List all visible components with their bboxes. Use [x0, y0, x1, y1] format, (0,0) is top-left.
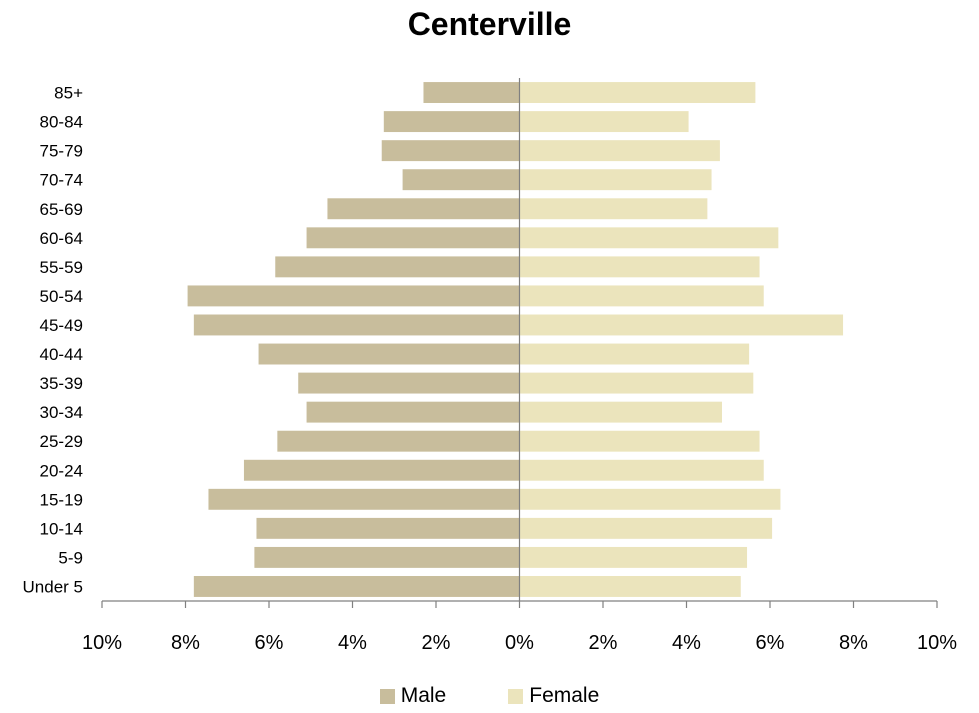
bar-male — [306, 401, 520, 423]
bar-female — [519, 372, 754, 394]
category-label: 75-79 — [40, 142, 83, 161]
category-label: 70-74 — [40, 171, 83, 190]
category-label: 30-34 — [40, 403, 83, 422]
category-label: 15-19 — [40, 490, 83, 509]
bar-female — [519, 576, 741, 597]
legend-label-male: Male — [400, 684, 447, 707]
x-tick-label: 2% — [589, 632, 618, 654]
x-tick-label: 4% — [672, 632, 701, 654]
category-label: 20-24 — [40, 461, 83, 480]
bar-female — [519, 430, 760, 452]
x-tick-label: 8% — [171, 632, 200, 654]
category-label: Under 5 — [23, 577, 83, 596]
legend-item-male: Male — [379, 684, 447, 708]
bar-female — [519, 82, 756, 103]
category-label: 60-64 — [40, 229, 83, 248]
bar-male — [208, 488, 520, 510]
bar-female — [519, 314, 844, 336]
bar-male — [381, 140, 520, 162]
x-tick-label: 6% — [255, 632, 284, 654]
legend-swatch-male — [379, 688, 395, 704]
category-label: 85+ — [54, 84, 83, 103]
bar-female — [519, 285, 764, 307]
category-label: 5-9 — [58, 548, 83, 567]
x-tick-label: 10% — [917, 632, 957, 654]
x-tick-label: 0% — [505, 632, 534, 654]
legend-swatch-female — [508, 688, 524, 704]
bar-female — [519, 401, 722, 423]
x-tick-label: 2% — [422, 632, 451, 654]
bar-female — [519, 517, 773, 539]
bar-female — [519, 111, 689, 133]
bar-male — [383, 111, 520, 133]
bar-male — [256, 517, 520, 539]
bar-male — [402, 169, 520, 191]
category-label: 55-59 — [40, 258, 83, 277]
category-label: 45-49 — [40, 316, 83, 335]
category-label: 65-69 — [40, 200, 83, 219]
category-label: 10-14 — [40, 519, 83, 538]
bar-male — [277, 430, 520, 452]
bar-male — [243, 459, 520, 481]
bar-female — [519, 227, 779, 249]
bar-male — [423, 82, 520, 103]
bar-male — [193, 314, 520, 336]
bar-female — [519, 459, 764, 481]
bar-female — [519, 343, 750, 365]
category-label: 50-54 — [40, 287, 83, 306]
bar-male — [298, 372, 520, 394]
bar-female — [519, 169, 712, 191]
category-label: 80-84 — [40, 113, 83, 132]
legend: Male Female — [0, 684, 979, 708]
legend-label-female: Female — [529, 684, 600, 707]
category-label: 35-39 — [40, 374, 83, 393]
x-tick-label: 10% — [82, 632, 122, 654]
bar-female — [519, 140, 720, 162]
bar-male — [187, 285, 520, 307]
category-label: 40-44 — [40, 345, 83, 364]
x-tick-label: 6% — [756, 632, 785, 654]
bar-female — [519, 546, 748, 568]
bar-male — [275, 256, 520, 278]
chart-title: Centerville — [407, 6, 572, 42]
bar-female — [519, 488, 781, 510]
x-tick-label: 8% — [839, 632, 868, 654]
bar-male — [193, 576, 520, 597]
bar-male — [254, 546, 520, 568]
legend-item-female: Female — [508, 684, 599, 708]
bar-male — [327, 198, 520, 220]
x-tick-label: 4% — [338, 632, 367, 654]
bar-female — [519, 256, 760, 278]
bar-male — [306, 227, 520, 249]
bar-male — [258, 343, 520, 365]
bar-female — [519, 198, 708, 220]
category-label: 25-29 — [40, 432, 83, 451]
